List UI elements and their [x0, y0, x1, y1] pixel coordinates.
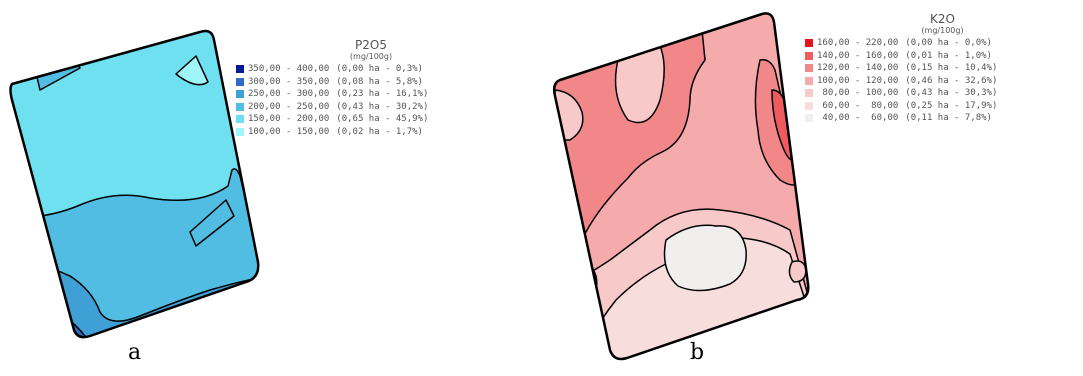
- legend-stats: (0,08 ha - 5,8%): [336, 76, 423, 87]
- legend-swatch: [805, 39, 813, 48]
- p2o5-legend-row: 200,00 - 250,00 (0,43 ha - 30,2%): [236, 101, 536, 114]
- legend-swatch: [236, 102, 244, 111]
- panel-label-b: b: [690, 340, 705, 365]
- legend-swatch: [805, 76, 813, 85]
- legend-swatch: [236, 115, 244, 124]
- k2o-legend-title: K2O: [930, 12, 955, 26]
- legend-stats: (0,11 ha - 7,8%): [905, 113, 992, 123]
- legend-stats: (0,43 ha - 30,3%): [905, 88, 998, 98]
- p2o5-legend-row: 100,00 - 150,00 (0,02 ha - 1,7%): [236, 126, 536, 139]
- p2o5-zone-350-400: [10, 329, 71, 338]
- legend-range: 350,00 - 400,00: [248, 64, 330, 74]
- legend-stats: (0,00 ha - 0,3%): [336, 64, 423, 74]
- legend-swatch: [236, 127, 244, 136]
- legend-swatch: [236, 65, 244, 74]
- k2o-legend-row: 80,00 - 100,00 (0,43 ha - 30,3%): [805, 87, 1080, 100]
- legend-swatch: [805, 114, 813, 123]
- legend-swatch: [236, 77, 244, 86]
- legend-stats: (0,02 ha - 1,7%): [336, 126, 423, 137]
- k2o-patch-south-east: [788, 260, 807, 283]
- p2o5-legend-row: 250,00 - 300,00 (0,23 ha - 16,1%): [236, 88, 536, 101]
- legend-range: 80,00 - 100,00: [817, 88, 899, 98]
- k2o-legend-unit: (mg/100g): [921, 26, 964, 35]
- k2o-legend-row: 100,00 - 120,00 (0,46 ha - 32,6%): [805, 75, 1080, 88]
- legend-range: 60,00 - 80,00: [817, 100, 899, 111]
- p2o5-legend-row: 150,00 - 200,00 (0,65 ha - 45,9%): [236, 113, 536, 126]
- legend-range: 150,00 - 200,00: [248, 114, 330, 124]
- k2o-zone-40-60: [663, 224, 747, 292]
- legend-range: 250,00 - 300,00: [248, 89, 330, 99]
- legend-stats: (0,43 ha - 30,2%): [336, 101, 429, 112]
- legend-swatch: [805, 101, 813, 110]
- k2o-map: [554, 13, 809, 359]
- legend-range: 120,00 - 140,00: [817, 63, 899, 73]
- p2o5-legend-rows: 350,00 - 400,00 (0,00 ha - 0,3%) 300,00 - …: [236, 63, 536, 138]
- p2o5-legend-row: 300,00 - 350,00 (0,08 ha - 5,8%): [236, 76, 536, 89]
- p2o5-patch-north-east: [175, 55, 209, 86]
- legend-stats: (0,65 ha - 45,9%): [336, 114, 429, 124]
- p2o5-legend-title: P2O5: [355, 38, 387, 52]
- p2o5-legend: P2O5 (mg/100g) 350,00 - 400,00 (0,00 ha -…: [236, 38, 536, 138]
- panel-label-a: a: [128, 340, 142, 365]
- legend-swatch: [805, 51, 813, 60]
- legend-range: 140,00 - 160,00: [817, 50, 899, 61]
- legend-swatch: [805, 89, 813, 98]
- legend-range: 100,00 - 150,00: [248, 126, 330, 137]
- legend-stats: (0,46 ha - 32,6%): [905, 75, 998, 86]
- legend-stats: (0,25 ha - 17,9%): [905, 100, 998, 111]
- p2o5-legend-unit: (mg/100g): [349, 52, 393, 61]
- k2o-field-outline: [552, 12, 810, 361]
- legend-stats: (0,00 ha - 0,0%): [905, 38, 992, 48]
- k2o-legend: K2O (mg/100g) 160,00 - 220,00 (0,00 ha - …: [805, 12, 1080, 125]
- k2o-legend-rows: 160,00 - 220,00 (0,00 ha - 0,0%) 140,00 - …: [805, 37, 1080, 125]
- p2o5-zone-250-300: [10, 257, 259, 338]
- legend-range: 200,00 - 250,00: [248, 101, 330, 112]
- legend-range: 160,00 - 220,00: [817, 38, 899, 48]
- p2o5-legend-row: 350,00 - 400,00 (0,00 ha - 0,3%): [236, 63, 536, 76]
- legend-stats: (0,01 ha - 1,0%): [905, 50, 992, 61]
- k2o-legend-row: 40,00 - 60,00 (0,11 ha - 7,8%): [805, 112, 1080, 125]
- legend-range: 300,00 - 350,00: [248, 76, 330, 87]
- k2o-legend-row: 120,00 - 140,00 (0,15 ha - 10,4%): [805, 62, 1080, 75]
- p2o5-patch-east: [189, 199, 235, 247]
- k2o-legend-row: 60,00 - 80,00 (0,25 ha - 17,9%): [805, 100, 1080, 113]
- legend-swatch: [236, 90, 244, 99]
- k2o-legend-row: 140,00 - 160,00 (0,01 ha - 1,0%): [805, 50, 1080, 63]
- legend-stats: (0,15 ha - 10,4%): [905, 63, 998, 73]
- legend-range: 100,00 - 120,00: [817, 75, 899, 86]
- legend-stats: (0,23 ha - 16,1%): [336, 89, 429, 99]
- p2o5-field-outline: [9, 29, 260, 339]
- legend-range: 40,00 - 60,00: [817, 113, 899, 123]
- legend-swatch: [805, 64, 813, 73]
- k2o-legend-row: 160,00 - 220,00 (0,00 ha - 0,0%): [805, 37, 1080, 50]
